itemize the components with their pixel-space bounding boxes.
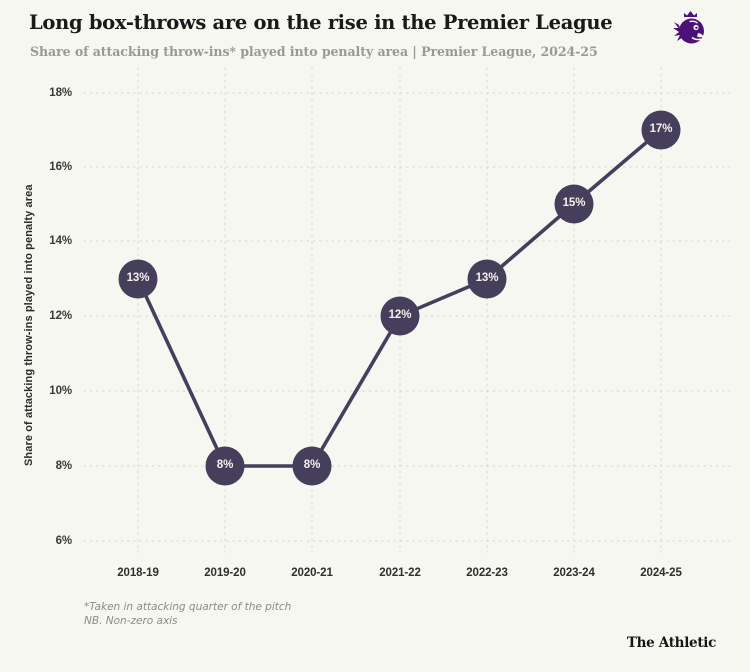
- premier-league-lion-icon: [673, 11, 704, 44]
- x-axis-tick-label: 2022-23: [466, 567, 508, 579]
- x-axis-tick-label: 2024-25: [640, 567, 682, 579]
- data-point-marker[interactable]: [554, 184, 594, 224]
- y-axis-tick-label: 6%: [55, 535, 73, 547]
- data-point-marker[interactable]: [118, 259, 158, 299]
- footnote-line-1: *Taken in attacking quarter of the pitch: [84, 601, 292, 613]
- data-point-label: 17%: [649, 123, 673, 135]
- y-axis-tick-label: 14%: [49, 235, 72, 247]
- data-point-marker[interactable]: [292, 446, 332, 486]
- data-point-marker[interactable]: [380, 296, 420, 336]
- data-point-label: 12%: [388, 309, 412, 321]
- data-point-marker[interactable]: [467, 259, 507, 299]
- x-axis-tick-label: 2018-19: [117, 567, 159, 579]
- series-markers: [118, 110, 681, 486]
- chart-subtitle: Share of attacking throw-ins* played int…: [30, 44, 598, 59]
- x-axis-tick-label: 2023-24: [553, 567, 595, 579]
- y-axis-tick-label: 12%: [49, 310, 72, 322]
- y-axis-tick-label: 18%: [49, 87, 72, 99]
- data-point-label: 13%: [475, 272, 499, 284]
- x-axis-tick-label: 2020-21: [291, 567, 333, 579]
- y-axis-title: Share of attacking throw-ins played into…: [23, 184, 35, 466]
- data-point-marker[interactable]: [641, 110, 681, 150]
- y-axis-tick-label: 16%: [49, 161, 72, 173]
- y-axis-tick-label: 10%: [49, 385, 72, 397]
- data-point-marker[interactable]: [205, 446, 245, 486]
- footnote-line-2: NB. Non-zero axis: [84, 615, 178, 627]
- page-title: Long box-throws are on the rise in the P…: [29, 11, 613, 34]
- data-point-label: 8%: [216, 459, 234, 471]
- y-axis-tick-label: 8%: [55, 460, 73, 472]
- x-axis-tick-label: 2019-20: [204, 567, 246, 579]
- brand-wordmark: The Athletic: [626, 635, 716, 651]
- data-point-label: 8%: [303, 459, 321, 471]
- chart-header: Long box-throws are on the rise in the P…: [0, 0, 750, 72]
- data-point-label: 15%: [562, 197, 586, 209]
- x-axis-tick-label: 2021-22: [379, 567, 421, 579]
- data-point-label: 13%: [126, 272, 150, 284]
